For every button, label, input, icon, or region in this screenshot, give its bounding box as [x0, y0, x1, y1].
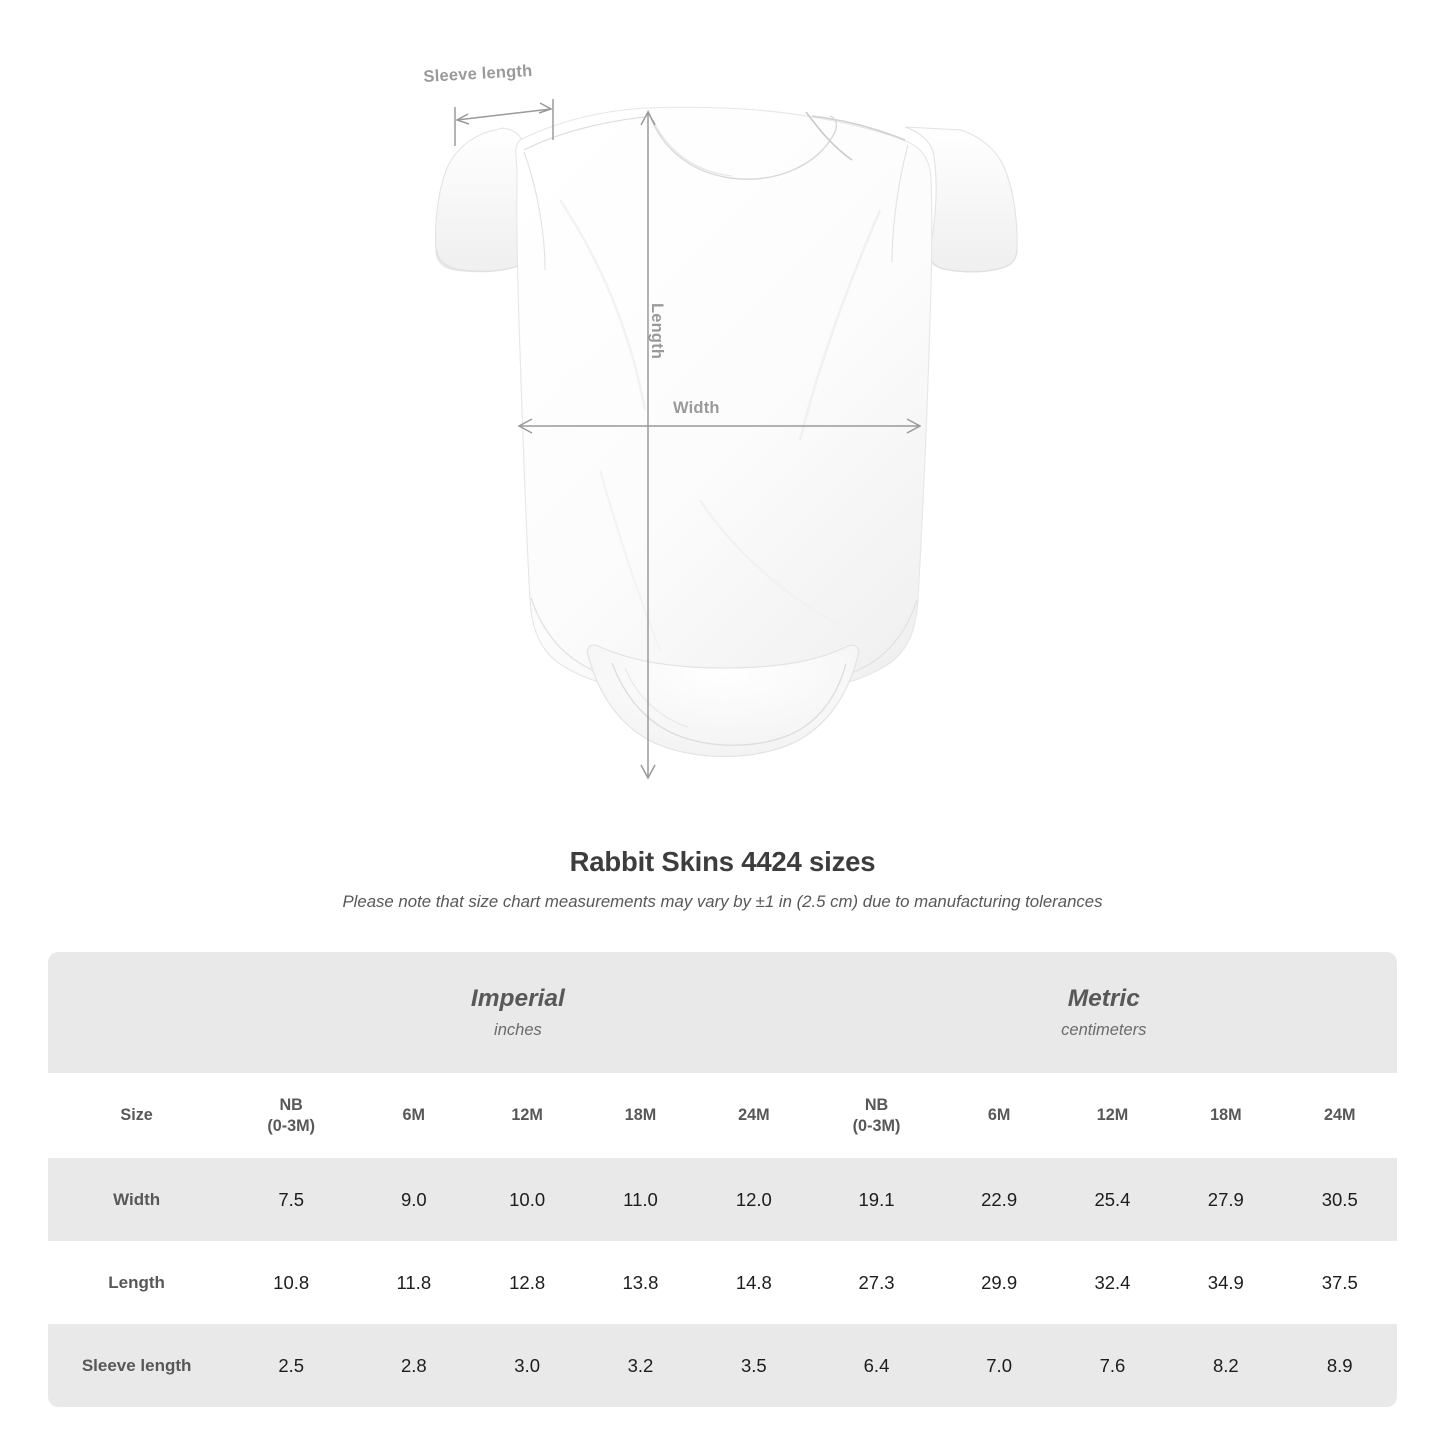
- header-cell-imperial-12m: 12M: [470, 1073, 584, 1158]
- cell-width-metric-18m: 27.9: [1169, 1158, 1283, 1241]
- fabric-fold: [559, 199, 647, 411]
- cell-sleeve-imperial-12m: 3.0: [470, 1324, 584, 1407]
- title-block: Rabbit Skins 4424 sizes Please note that…: [0, 846, 1445, 912]
- tolerance-note: Please note that size chart measurements…: [342, 891, 1103, 911]
- cell-sleeve-metric-18m: 8.2: [1169, 1324, 1283, 1407]
- cell-sleeve-metric-nb: 6.4: [810, 1324, 943, 1407]
- unit-corner-cell: [48, 952, 226, 1073]
- cell-length-metric-nb: 27.3: [810, 1241, 943, 1324]
- width-dimension-label: Width: [673, 399, 720, 417]
- cell-width-metric-24m: 30.5: [1282, 1158, 1397, 1241]
- size-chart-table: Imperial inches Metric centimeters Size …: [48, 952, 1397, 1407]
- torso: [515, 106, 933, 698]
- cell-sleeve-imperial-nb: 2.5: [225, 1324, 358, 1407]
- length-arrowhead-top: [640, 110, 656, 126]
- cell-length-metric-24m: 37.5: [1282, 1241, 1397, 1324]
- table-row: Sleeve length 2.5 2.8 3.0 3.2 3.5 6.4 7.…: [48, 1324, 1397, 1407]
- cell-width-imperial-24m: 12.0: [697, 1158, 811, 1241]
- cell-length-imperial-24m: 14.8: [697, 1241, 811, 1324]
- header-cell-imperial-24m: 24M: [697, 1073, 811, 1158]
- header-label: NB (0-3M): [852, 1095, 901, 1135]
- cell-sleeve-imperial-24m: 3.5: [697, 1324, 811, 1407]
- cell-length-imperial-nb: 10.8: [225, 1241, 358, 1324]
- length-dimension-label: Length: [648, 303, 666, 360]
- unit-section-row: Imperial inches Metric centimeters: [48, 952, 1397, 1073]
- cell-sleeve-metric-12m: 7.6: [1055, 1324, 1170, 1407]
- header-cell-imperial-6m: 6M: [357, 1073, 471, 1158]
- baby-bodysuit-icon: [434, 99, 1018, 780]
- header-cell-metric-6m: 6M: [942, 1073, 1056, 1158]
- cell-sleeve-metric-6m: 7.0: [942, 1324, 1056, 1407]
- sleeve-length-arrow-line: [456, 108, 552, 121]
- table-row: Length 10.8 11.8 12.8 13.8 14.8 27.3 29.…: [48, 1241, 1397, 1324]
- width-arrowhead-right: [906, 418, 922, 434]
- header-cell-imperial-nb: NB (0-3M): [225, 1073, 358, 1158]
- sleeve-length-arrowhead-right: [538, 102, 553, 114]
- table-row: Width 7.5 9.0 10.0 11.0 12.0 19.1 22.9 2…: [48, 1158, 1397, 1241]
- crotch-gusset: [586, 644, 860, 758]
- cell-width-metric-6m: 22.9: [942, 1158, 1056, 1241]
- row-label-length: Length: [48, 1241, 226, 1324]
- garment-illustration: Sleeve length Width Length: [423, 62, 1018, 780]
- width-arrowhead-left: [517, 418, 533, 434]
- snap-placket: [611, 662, 847, 746]
- cell-width-metric-12m: 25.4: [1055, 1158, 1170, 1241]
- cell-width-imperial-6m: 9.0: [357, 1158, 471, 1241]
- size-chart-table-wrapper: Imperial inches Metric centimeters Size …: [48, 952, 1397, 1407]
- cell-sleeve-imperial-6m: 2.8: [357, 1324, 471, 1407]
- unit-section-metric-name: Metric: [1067, 984, 1140, 1012]
- header-cell-metric-24m: 24M: [1282, 1073, 1397, 1158]
- unit-section-metric: Metric centimeters: [810, 952, 1397, 1073]
- header-cell-metric-nb: NB (0-3M): [810, 1073, 943, 1158]
- shoulder-lap-seam: [805, 111, 853, 161]
- unit-section-imperial-name: Imperial: [470, 984, 565, 1012]
- left-armhole-seam: [523, 151, 546, 271]
- cell-width-imperial-12m: 10.0: [470, 1158, 584, 1241]
- fabric-fold: [698, 499, 881, 647]
- page-title: Rabbit Skins 4424 sizes: [569, 846, 876, 877]
- fabric-fold: [599, 469, 661, 651]
- unit-section-imperial-sub: inches: [494, 1020, 542, 1039]
- neckline: [647, 109, 838, 180]
- right-cuff: [928, 248, 1018, 273]
- cell-sleeve-metric-24m: 8.9: [1282, 1324, 1397, 1407]
- neckline-inner: [652, 119, 733, 177]
- cell-width-metric-nb: 19.1: [810, 1158, 943, 1241]
- fabric-fold: [798, 209, 882, 441]
- length-arrowhead-bottom: [640, 764, 656, 780]
- cell-length-metric-18m: 34.9: [1169, 1241, 1283, 1324]
- cell-width-imperial-18m: 11.0: [583, 1158, 698, 1241]
- row-label-sleeve-length: Sleeve length: [48, 1324, 226, 1407]
- right-shoulder-seam: [811, 115, 906, 141]
- unit-section-metric-sub: centimeters: [1061, 1020, 1147, 1039]
- header-cell-metric-12m: 12M: [1055, 1073, 1170, 1158]
- cell-length-imperial-6m: 11.8: [357, 1241, 471, 1324]
- sleeve-length-arrowhead-left: [455, 113, 470, 125]
- cell-length-imperial-12m: 12.8: [470, 1241, 584, 1324]
- cell-length-metric-6m: 29.9: [942, 1241, 1056, 1324]
- cell-length-metric-12m: 32.4: [1055, 1241, 1170, 1324]
- header-cell-metric-18m: 18M: [1169, 1073, 1283, 1158]
- size-header-row: Size NB (0-3M) 6M 12M 18M 24M NB (0-3M) 6M…: [48, 1073, 1397, 1158]
- cell-length-imperial-18m: 13.8: [583, 1241, 698, 1324]
- snap-placket-inner: [624, 667, 689, 728]
- header-label: NB (0-3M): [267, 1095, 316, 1135]
- cell-width-imperial-nb: 7.5: [225, 1158, 358, 1241]
- right-armhole-seam: [891, 144, 909, 263]
- header-cell-size: Size: [48, 1073, 226, 1158]
- cell-sleeve-imperial-18m: 3.2: [583, 1324, 698, 1407]
- unit-section-imperial: Imperial inches: [225, 952, 811, 1073]
- row-label-width: Width: [48, 1158, 226, 1241]
- left-shoulder-seam: [523, 116, 646, 151]
- header-cell-imperial-18m: 18M: [583, 1073, 698, 1158]
